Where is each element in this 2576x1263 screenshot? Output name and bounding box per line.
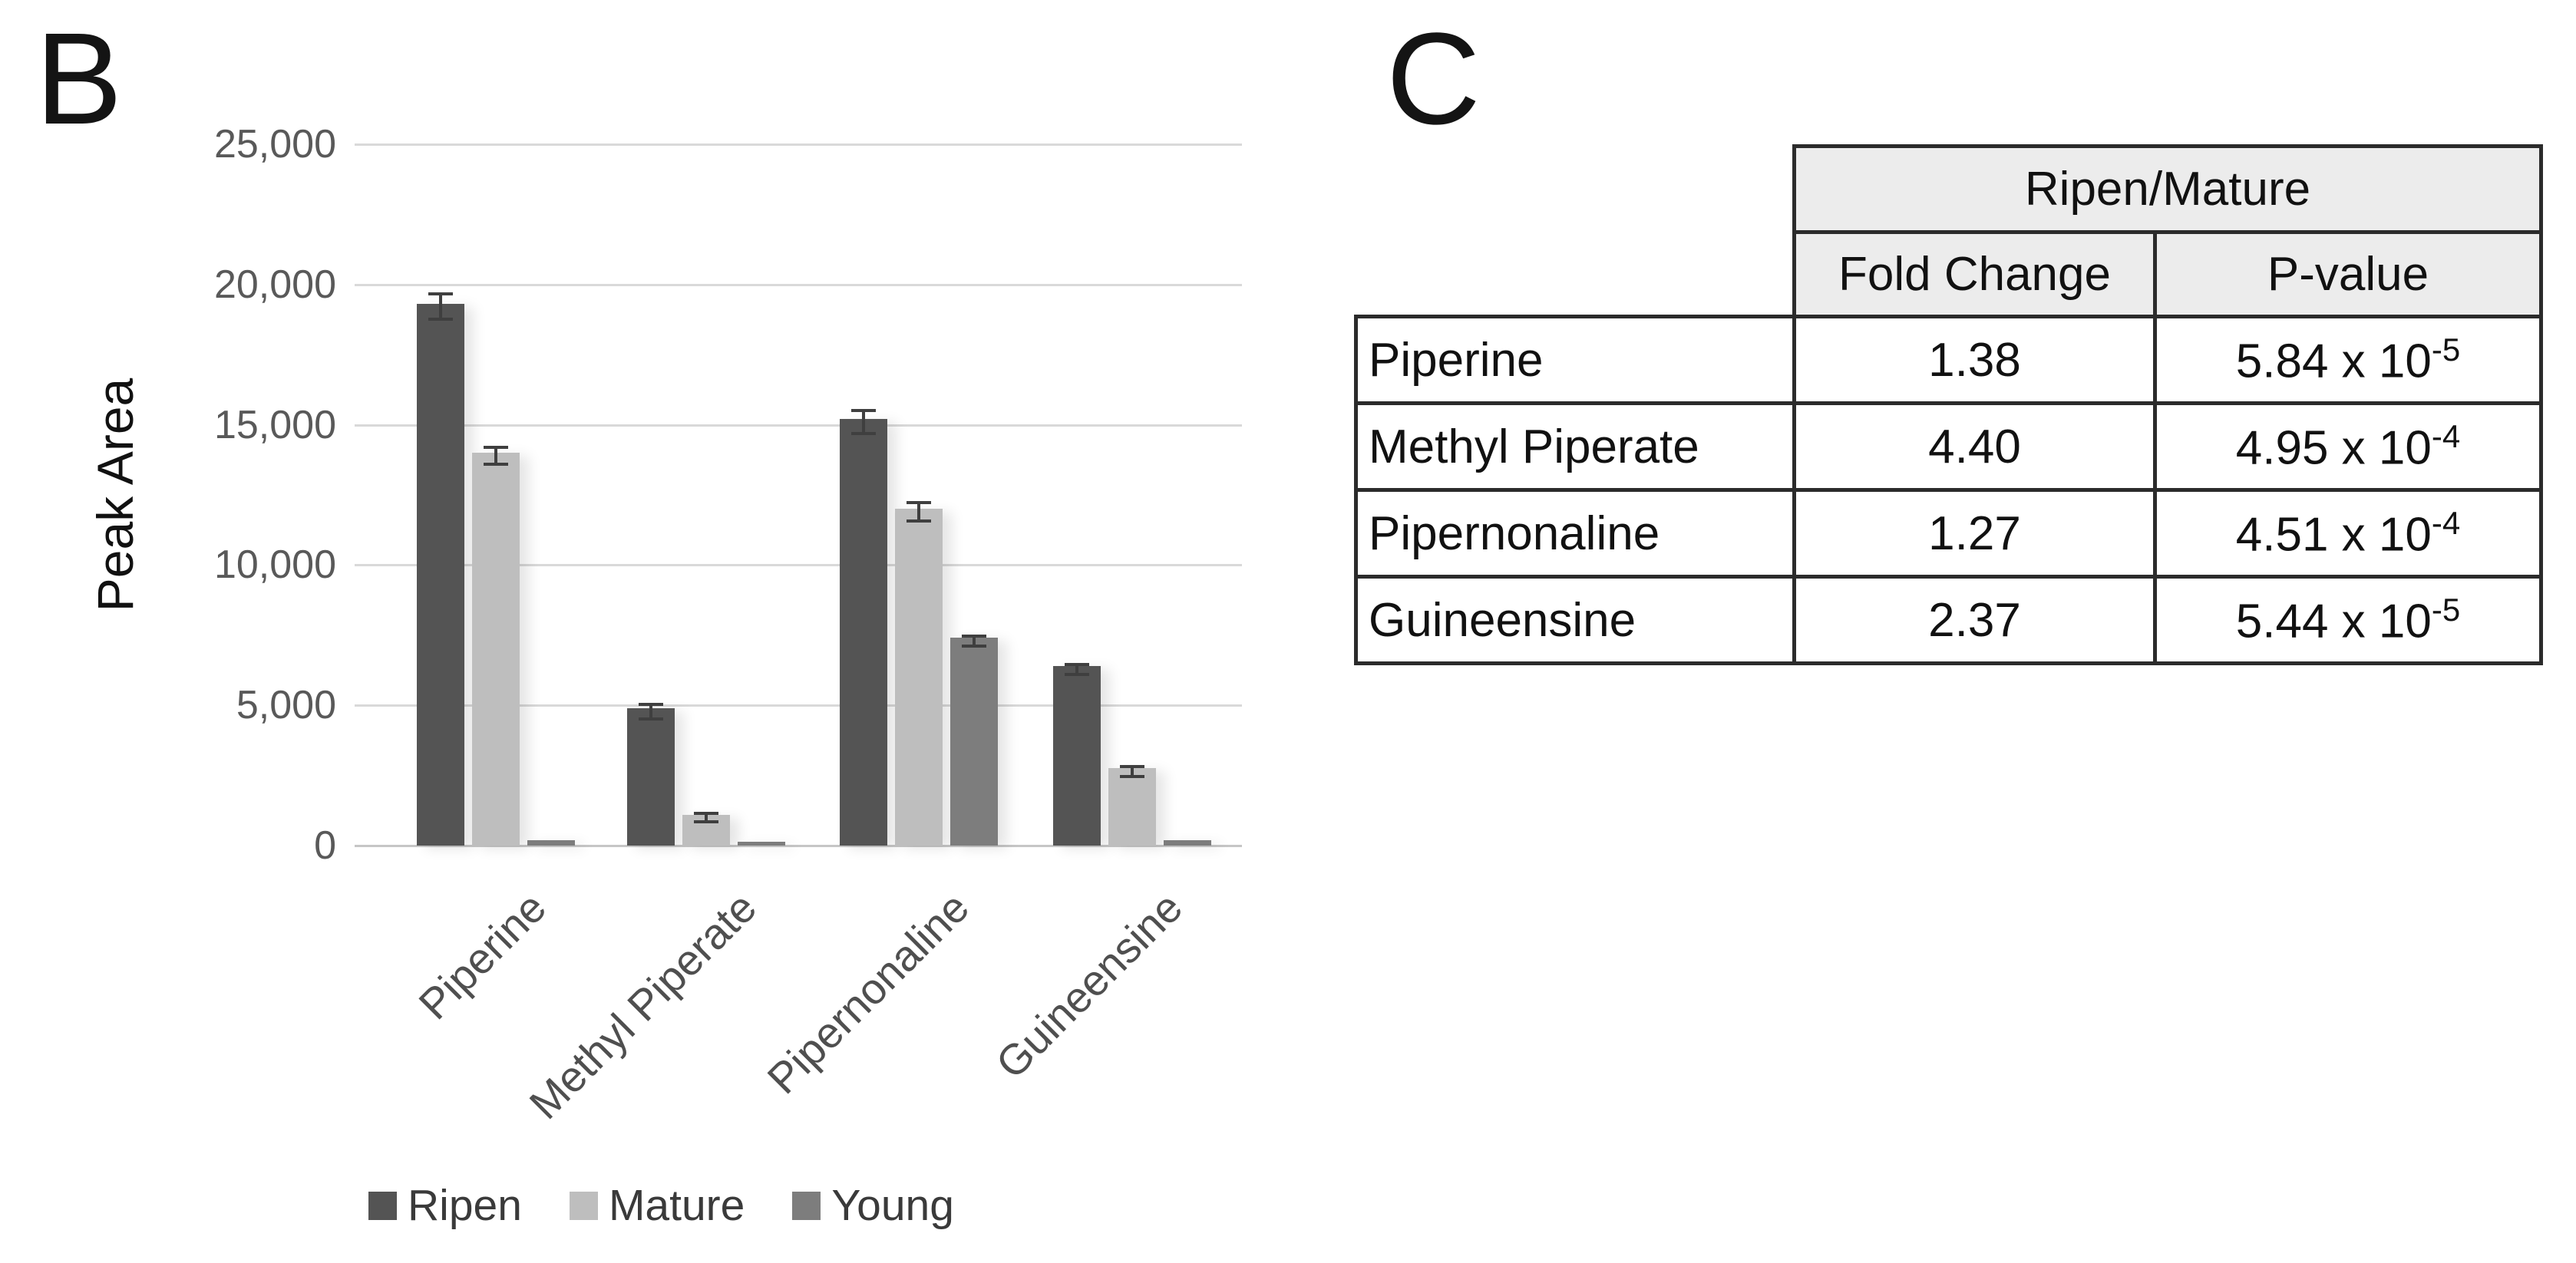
bar-ripen-pipernonaline: [840, 409, 887, 846]
y-tick-label: 20,000: [213, 262, 336, 307]
error-bar: [428, 292, 453, 321]
table-col-header-p-value: P-value: [2153, 230, 2543, 318]
gridline: [355, 283, 1242, 286]
table-group-header: Ripen/Mature: [1792, 144, 2543, 234]
legend-item-ripen: Ripen: [368, 1180, 522, 1231]
fold-change-cell: 1.38: [1792, 315, 2157, 405]
p-value-cell: 5.84 x 10-5: [2153, 315, 2543, 405]
bar-group-methyl-piperate: [627, 144, 785, 846]
bar-ripen-methyl-piperate: [627, 703, 675, 846]
panel-c-label: C: [1386, 6, 1482, 152]
bar-mature-piperine: [472, 446, 520, 846]
p-value-exponent: -4: [2431, 504, 2461, 541]
fold-change-cell: 4.40: [1792, 401, 2157, 492]
legend-swatch-mature: [569, 1191, 598, 1220]
y-tick-label: 5,000: [236, 683, 336, 727]
bar-ripen-guineensine: [1053, 663, 1101, 846]
y-tick-label: 15,000: [213, 403, 336, 447]
y-tick-label: 25,000: [213, 122, 336, 167]
p-value-cell: 4.51 x 10-4: [2153, 488, 2543, 579]
legend-label: Ripen: [408, 1181, 522, 1230]
p-value-cell: 5.44 x 10-5: [2153, 575, 2543, 665]
x-axis-line: [355, 845, 1242, 847]
compound-name-cell: Methyl Piperate: [1354, 401, 1796, 492]
p-value-exponent: -5: [2431, 591, 2461, 628]
legend-swatch-young: [792, 1191, 821, 1220]
bar-young-guineensine: [1164, 840, 1211, 846]
legend-item-mature: Mature: [569, 1180, 745, 1231]
table-col-header-fold-change: Fold Change: [1792, 230, 2157, 318]
p-value-exponent: -4: [2431, 417, 2461, 454]
table-empty-corner: [1356, 147, 1795, 232]
error-bar-stem: [705, 815, 708, 820]
bar-mature-methyl-piperate: [682, 812, 730, 846]
legend: Ripen Mature Young: [368, 1180, 954, 1231]
compound-name-cell: Pipernonaline: [1354, 488, 1796, 579]
error-bar: [484, 446, 508, 466]
error-bar: [639, 703, 663, 721]
legend-swatch-ripen: [368, 1191, 397, 1220]
table-row-pipernonaline: Pipernonaline 1.27 4.51 x 10-4: [1354, 488, 2543, 579]
legend-item-young: Young: [792, 1180, 954, 1231]
error-bar-stem: [917, 504, 920, 519]
p-value-cell: 4.95 x 10-4: [2153, 401, 2543, 492]
error-bar: [694, 812, 718, 823]
p-value-exponent: -5: [2431, 331, 2461, 368]
gridline: [355, 424, 1242, 427]
compound-name-cell: Piperine: [1354, 315, 1796, 405]
y-tick-label: 0: [314, 823, 336, 868]
table-row-methyl-piperate: Methyl Piperate 4.40 4.95 x 10-4: [1354, 401, 2543, 492]
compound-name-cell: Guineensine: [1354, 575, 1796, 665]
error-bar-stem: [1131, 768, 1134, 775]
error-bar-stem: [1075, 666, 1078, 673]
bar-group-guineensine: [1053, 144, 1211, 846]
error-bar-stem: [862, 412, 865, 432]
fold-change-cell: 1.27: [1792, 488, 2157, 579]
panel-b-label: B: [35, 6, 124, 152]
gridline: [355, 704, 1242, 707]
bar-young-methyl-piperate: [738, 842, 785, 846]
error-bar-stem: [439, 295, 442, 318]
error-bar: [907, 501, 931, 523]
bar-group-pipernonaline: [840, 144, 998, 846]
y-tick-label: 10,000: [213, 542, 336, 587]
bar-mature-pipernonaline: [895, 501, 943, 846]
error-bar: [1120, 765, 1144, 778]
error-bar-stem: [494, 449, 497, 463]
fold-change-table: Ripen/Mature Fold Change P-value Piperin…: [1354, 144, 2543, 665]
bar-young-piperine: [527, 840, 575, 846]
error-bar-stem: [649, 706, 652, 717]
legend-label: Mature: [608, 1181, 745, 1230]
error-bar: [962, 635, 986, 648]
bar-mature-guineensine: [1108, 765, 1156, 846]
legend-label: Young: [831, 1181, 954, 1230]
table-row-guineensine: Guineensine 2.37 5.44 x 10-5: [1354, 575, 2543, 665]
plot-area: [355, 143, 1242, 847]
error-bar: [1065, 663, 1089, 676]
error-bar: [851, 409, 876, 435]
error-bar-stem: [973, 638, 976, 645]
gridline: [355, 143, 1242, 146]
gridline: [355, 564, 1242, 567]
table-row-piperine: Piperine 1.38 5.84 x 10-5: [1354, 315, 2543, 405]
bar-young-pipernonaline: [950, 635, 998, 846]
bar-group-piperine: [417, 144, 575, 846]
fold-change-cell: 2.37: [1792, 575, 2157, 665]
table-empty-corner: [1356, 232, 1795, 317]
bar-ripen-piperine: [417, 292, 464, 846]
